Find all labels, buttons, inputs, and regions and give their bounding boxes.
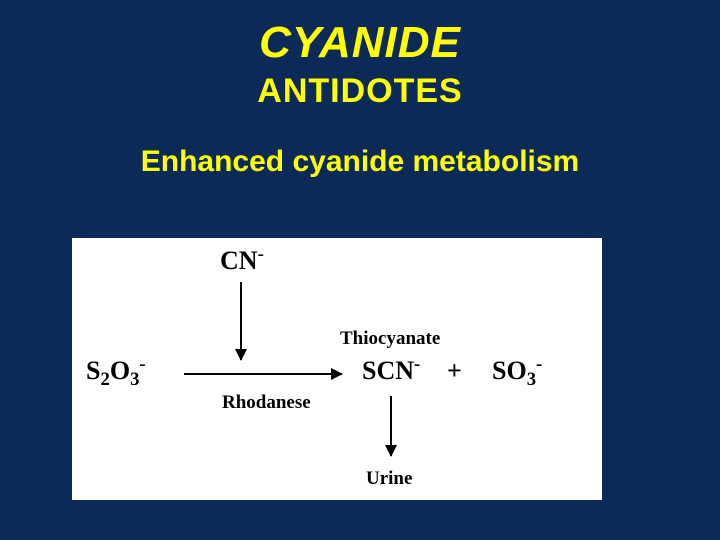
species-so3: SO3- xyxy=(492,356,542,386)
label-rhodanese: Rhodanese xyxy=(222,392,311,414)
species-scn-base: SCN xyxy=(362,356,414,385)
arrow-cn-down xyxy=(240,282,242,360)
slide-subtitle: ANTIDOTES xyxy=(0,72,720,111)
species-scn-charge: - xyxy=(414,353,420,374)
plus-sign: + xyxy=(447,356,462,386)
species-scn: SCN- xyxy=(362,356,420,386)
species-cn: CN- xyxy=(220,246,264,276)
slide-heading: Enhanced cyanide metabolism xyxy=(0,145,720,179)
arrow-rhodanese xyxy=(184,373,342,375)
species-cn-charge: - xyxy=(258,243,264,264)
species-s2o3: S2O3- xyxy=(86,356,146,386)
slide-title: CYANIDE xyxy=(0,18,720,68)
label-thiocyanate: Thiocyanate xyxy=(340,328,440,350)
arrow-scn-down xyxy=(390,396,392,456)
species-cn-base: CN xyxy=(220,246,258,275)
reaction-diagram: CN- S2O3- SCN- + SO3- Thiocyanate Rhodan… xyxy=(72,238,602,500)
slide-root: CYANIDE ANTIDOTES Enhanced cyanide metab… xyxy=(0,0,720,540)
label-urine: Urine xyxy=(366,468,412,490)
